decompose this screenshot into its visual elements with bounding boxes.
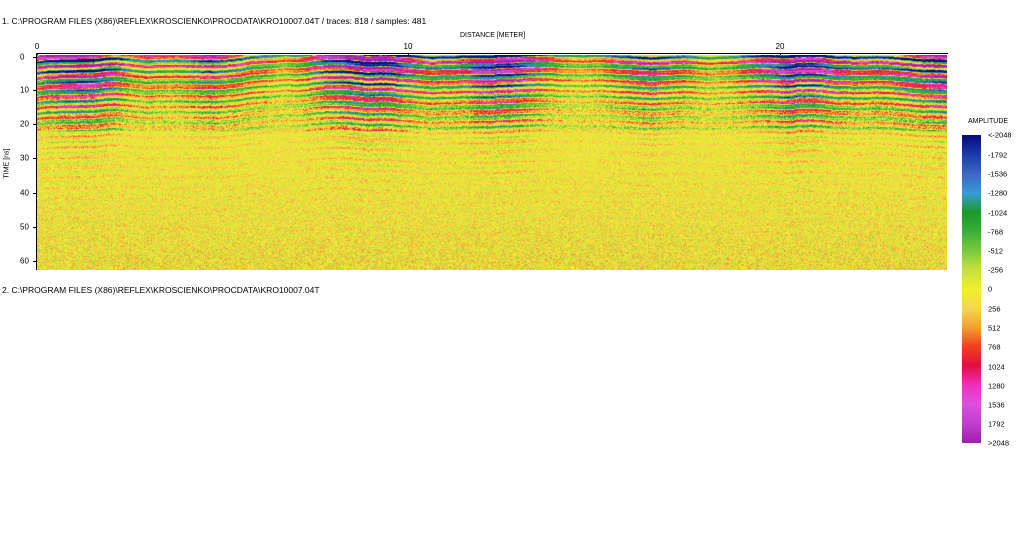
- legend-label: -512: [988, 246, 1004, 256]
- legend-label: -1280: [988, 188, 1008, 198]
- x-tick-mark: [780, 53, 781, 56]
- legend-title: AMPLITUDE: [968, 118, 1009, 125]
- legend-label: -1024: [988, 208, 1008, 218]
- legend-label: 0: [988, 284, 993, 294]
- legend-label: <-2048: [988, 130, 1012, 140]
- legend-label: 1280: [988, 381, 1005, 391]
- y-axis-title: TIME [ns]: [3, 148, 11, 179]
- x-tick-mark: [408, 53, 409, 56]
- y-tick-label: 0: [20, 52, 25, 62]
- profile1-header: 1. C:\PROGRAM FILES (X86)\REFLEX\KROSCIE…: [2, 16, 427, 26]
- y-tick-mark: [33, 193, 36, 194]
- y-tick-label: 50: [20, 222, 29, 232]
- legend-label: 1792: [988, 419, 1005, 429]
- legend-label: 768: [988, 342, 1001, 352]
- x-tick-label: 0: [34, 42, 40, 51]
- legend-label: >2048: [988, 438, 1010, 448]
- y-tick-label: 30: [20, 153, 29, 163]
- legend-label: -1536: [988, 169, 1008, 179]
- legend-label: -768: [988, 227, 1004, 237]
- legend-label: 512: [988, 323, 1001, 333]
- x-tick-mark: [37, 53, 38, 56]
- y-tick-label: 10: [20, 85, 29, 95]
- y-tick-mark: [33, 124, 36, 125]
- radargram-heatmap[interactable]: [37, 55, 947, 270]
- profile2-header: 2. C:\PROGRAM FILES (X86)\REFLEX\KROSCIE…: [2, 285, 320, 295]
- x-tick-label: 10: [403, 42, 413, 51]
- legend-label: 1024: [988, 362, 1005, 372]
- legend-label: 256: [988, 304, 1001, 314]
- y-tick-label: 20: [20, 119, 29, 129]
- y-tick-mark: [33, 227, 36, 228]
- x-tick-label: 20: [775, 42, 785, 51]
- y-tick-mark: [33, 90, 36, 91]
- legend-label: -256: [988, 265, 1004, 275]
- y-axis-line: [36, 53, 37, 270]
- legend-label: -1792: [988, 150, 1008, 160]
- amplitude-color-scale: [962, 135, 981, 443]
- y-tick-label: 60: [20, 256, 29, 266]
- y-tick-mark: [33, 57, 36, 58]
- y-tick-mark: [33, 158, 36, 159]
- x-axis-line: [36, 53, 948, 54]
- x-axis-title: DISTANCE [METER]: [460, 32, 526, 39]
- y-tick-mark: [33, 261, 36, 262]
- y-tick-label: 40: [20, 188, 29, 198]
- legend-label: 1536: [988, 400, 1005, 410]
